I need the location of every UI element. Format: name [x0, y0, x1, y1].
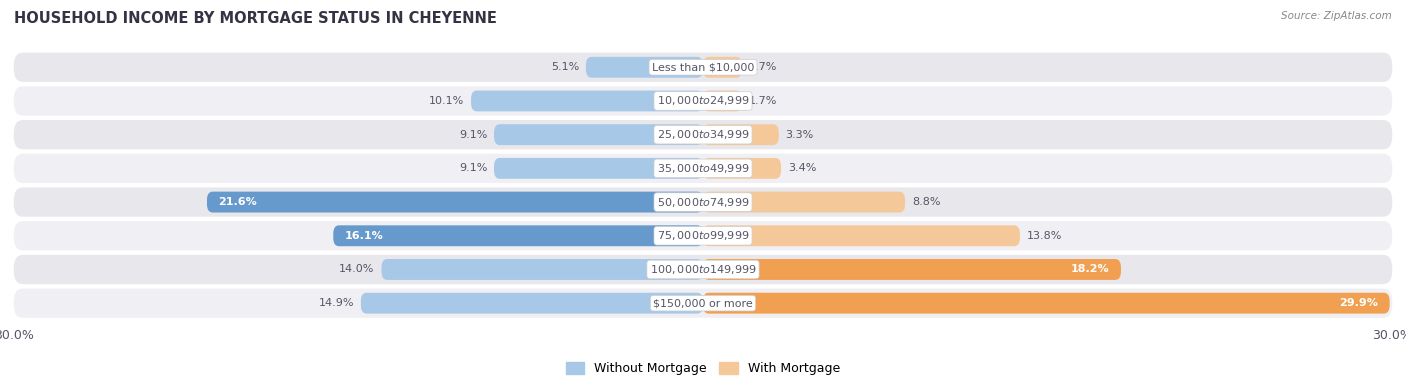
Text: 16.1%: 16.1%: [344, 231, 384, 241]
FancyBboxPatch shape: [14, 154, 1392, 183]
Text: 10.1%: 10.1%: [429, 96, 464, 106]
Text: 1.7%: 1.7%: [749, 96, 778, 106]
FancyBboxPatch shape: [494, 124, 703, 145]
FancyBboxPatch shape: [14, 86, 1392, 116]
Text: 8.8%: 8.8%: [912, 197, 941, 207]
Legend: Without Mortgage, With Mortgage: Without Mortgage, With Mortgage: [561, 357, 845, 378]
Text: 9.1%: 9.1%: [458, 130, 486, 139]
FancyBboxPatch shape: [14, 255, 1392, 284]
FancyBboxPatch shape: [703, 158, 782, 179]
Text: 5.1%: 5.1%: [551, 62, 579, 72]
Text: 13.8%: 13.8%: [1026, 231, 1062, 241]
Text: Less than $10,000: Less than $10,000: [652, 62, 754, 72]
FancyBboxPatch shape: [14, 53, 1392, 82]
FancyBboxPatch shape: [703, 124, 779, 145]
FancyBboxPatch shape: [703, 57, 742, 78]
FancyBboxPatch shape: [703, 90, 742, 112]
Text: 21.6%: 21.6%: [218, 197, 257, 207]
FancyBboxPatch shape: [703, 225, 1019, 246]
FancyBboxPatch shape: [14, 187, 1392, 217]
FancyBboxPatch shape: [703, 293, 1389, 314]
Text: 3.4%: 3.4%: [787, 163, 817, 174]
FancyBboxPatch shape: [703, 259, 1121, 280]
Text: $100,000 to $149,999: $100,000 to $149,999: [650, 263, 756, 276]
Text: $75,000 to $99,999: $75,000 to $99,999: [657, 229, 749, 242]
Text: 14.9%: 14.9%: [318, 298, 354, 308]
FancyBboxPatch shape: [207, 192, 703, 212]
FancyBboxPatch shape: [471, 90, 703, 112]
FancyBboxPatch shape: [14, 120, 1392, 149]
Text: HOUSEHOLD INCOME BY MORTGAGE STATUS IN CHEYENNE: HOUSEHOLD INCOME BY MORTGAGE STATUS IN C…: [14, 11, 496, 26]
FancyBboxPatch shape: [333, 225, 703, 246]
Text: $35,000 to $49,999: $35,000 to $49,999: [657, 162, 749, 175]
FancyBboxPatch shape: [494, 158, 703, 179]
Text: $25,000 to $34,999: $25,000 to $34,999: [657, 128, 749, 141]
FancyBboxPatch shape: [361, 293, 703, 314]
FancyBboxPatch shape: [703, 192, 905, 212]
FancyBboxPatch shape: [586, 57, 703, 78]
FancyBboxPatch shape: [14, 288, 1392, 318]
Text: 18.2%: 18.2%: [1071, 265, 1109, 274]
Text: 3.3%: 3.3%: [786, 130, 814, 139]
Text: $50,000 to $74,999: $50,000 to $74,999: [657, 195, 749, 209]
Text: 29.9%: 29.9%: [1340, 298, 1378, 308]
Text: Source: ZipAtlas.com: Source: ZipAtlas.com: [1281, 11, 1392, 21]
Text: $150,000 or more: $150,000 or more: [654, 298, 752, 308]
Text: $10,000 to $24,999: $10,000 to $24,999: [657, 94, 749, 107]
FancyBboxPatch shape: [381, 259, 703, 280]
Text: 14.0%: 14.0%: [339, 265, 374, 274]
Text: 9.1%: 9.1%: [458, 163, 486, 174]
Text: 1.7%: 1.7%: [749, 62, 778, 72]
FancyBboxPatch shape: [14, 221, 1392, 251]
